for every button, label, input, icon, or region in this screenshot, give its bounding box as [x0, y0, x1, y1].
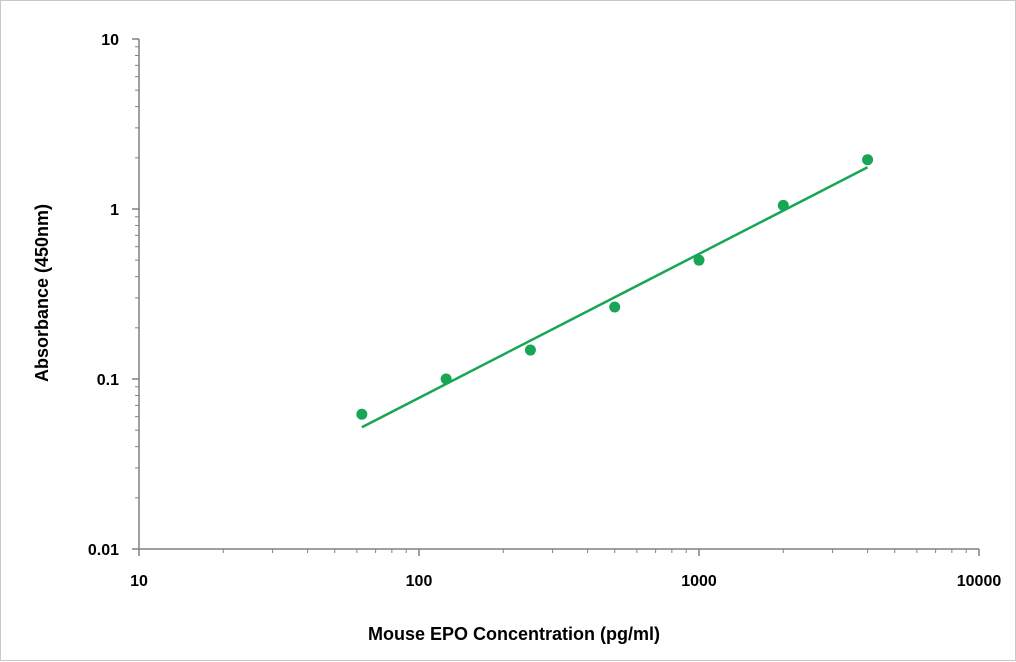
data-point: [694, 255, 705, 266]
trendline-group: [362, 167, 868, 427]
y-axis-title: Absorbance (450nm): [32, 204, 52, 382]
data-point: [862, 154, 873, 165]
data-point: [441, 374, 452, 385]
y-tick-label: 0.01: [88, 542, 119, 559]
data-point: [609, 302, 620, 313]
y-tick-label: 1: [110, 202, 119, 219]
x-tick-label: 1000: [681, 573, 717, 590]
data-point: [525, 345, 536, 356]
x-axis-title: Mouse EPO Concentration (pg/ml): [368, 624, 660, 644]
data-point: [778, 200, 789, 211]
y-tick-labels: 0.01 0.1 1 10: [88, 32, 119, 559]
x-tick-label: 10000: [957, 573, 1002, 590]
y-major-ticks: [132, 39, 139, 549]
x-tick-label: 10: [130, 573, 148, 590]
y-tick-label: 10: [101, 32, 119, 49]
x-major-ticks: [139, 549, 979, 556]
y-tick-label: 0.1: [97, 372, 119, 389]
trendline: [362, 167, 868, 427]
data-point: [356, 409, 367, 420]
points-group: [356, 154, 873, 420]
x-tick-label: 100: [406, 573, 433, 590]
x-tick-labels: 10 100 1000 10000: [130, 573, 1001, 590]
